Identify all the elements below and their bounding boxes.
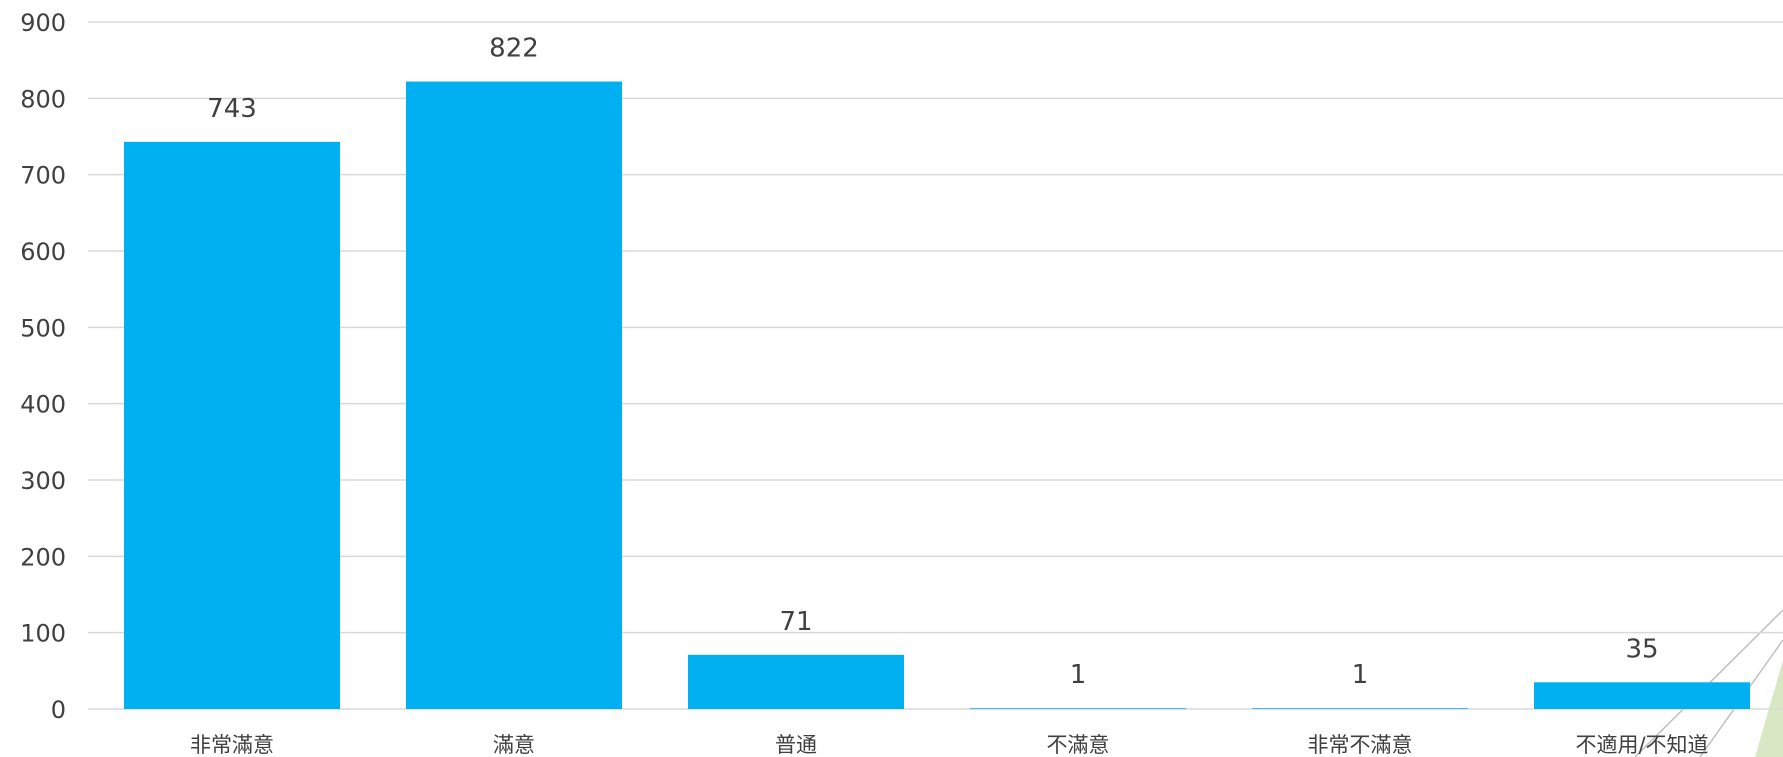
y-tick-label: 300 [20,467,66,495]
category-label: 不適用/不知道 [1575,733,1708,757]
bar [406,81,622,710]
data-labels: 743 822 71 1 1 35 [207,34,1658,691]
y-tick-label: 700 [20,162,66,190]
data-label: 1 [1352,660,1369,690]
bar [1252,708,1468,709]
category-label: 普通 [775,733,817,757]
y-tick-label: 900 [20,9,66,37]
category-label: 非常不滿意 [1308,733,1413,757]
data-label: 822 [489,34,539,64]
y-axis-ticks: 0 100 200 300 400 500 600 700 800 900 [20,9,66,724]
data-label: 1 [1070,660,1087,690]
category-label: 滿意 [493,733,535,757]
y-tick-label: 0 [51,696,66,724]
y-tick-label: 800 [20,85,66,113]
bar [124,141,340,710]
category-label: 不滿意 [1047,733,1110,757]
y-tick-label: 200 [20,543,66,571]
bar [970,708,1186,709]
y-tick-label: 600 [20,238,66,266]
category-labels: 非常滿意 滿意 普通 不滿意 非常不滿意 不適用/不知道 [190,733,1709,757]
y-tick-label: 100 [20,620,66,648]
y-tick-label: 400 [20,391,66,419]
data-label: 743 [207,94,257,124]
category-label: 非常滿意 [190,733,274,757]
y-tick-label: 500 [20,314,66,342]
bar [688,654,904,709]
data-label: 71 [779,607,812,637]
gridlines [88,21,1783,710]
data-label: 35 [1625,634,1658,664]
bar [1534,682,1750,709]
bars [124,81,1750,710]
